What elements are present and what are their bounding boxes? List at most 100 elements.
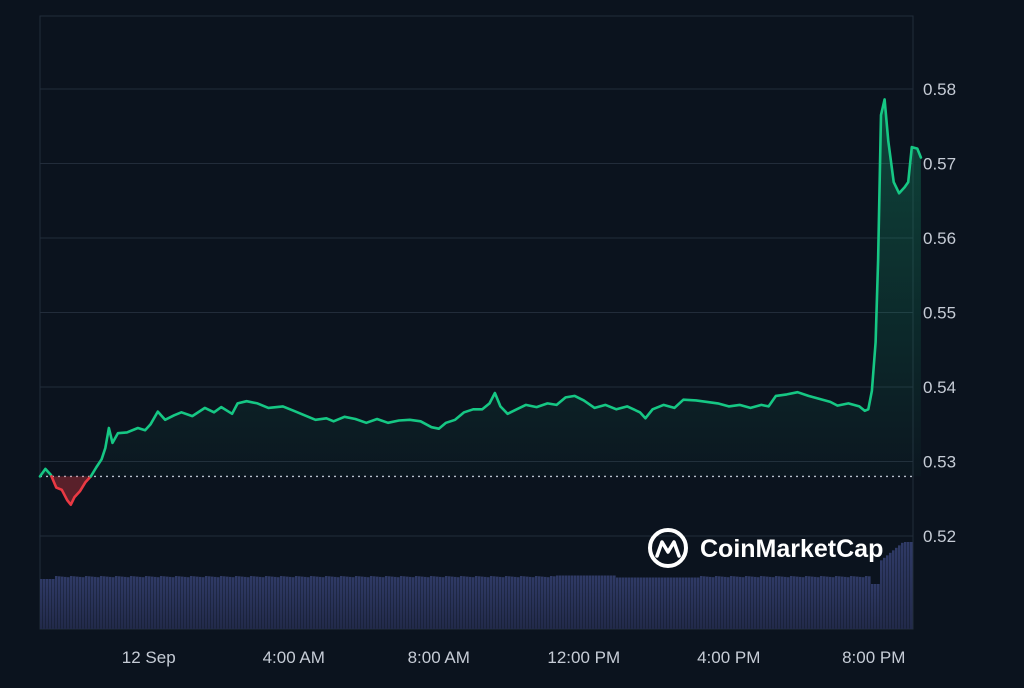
- volume-bar-184: [592, 575, 595, 629]
- volume-bar-139: [457, 577, 460, 629]
- volume-bar-288: [904, 542, 907, 629]
- volume-bar-179: [577, 575, 580, 629]
- volume-bar-73: [259, 576, 262, 629]
- volume-bar-290: [910, 542, 913, 629]
- volume-bar-254: [802, 577, 805, 629]
- volume-bar-164: [532, 577, 535, 629]
- volume-bar-273: [859, 576, 862, 629]
- volume-bar-64: [232, 577, 235, 629]
- volume-bar-38: [154, 576, 157, 629]
- volume-bar-131: [433, 576, 436, 629]
- y-tick-label-4: 0.56: [923, 229, 956, 248]
- volume-bar-238: [754, 576, 757, 629]
- volume-bar-286: [898, 545, 901, 629]
- volume-bar-53: [199, 576, 202, 629]
- x-tick-label-1: 4:00 AM: [263, 648, 325, 667]
- volume-bar-162: [526, 576, 529, 629]
- volume-bar-146: [478, 576, 481, 629]
- volume-bar-220: [700, 576, 703, 629]
- volume-bar-259: [817, 577, 820, 629]
- volume-bar-5: [55, 576, 58, 629]
- volume-bar-129: [427, 577, 430, 629]
- volume-bar-40: [160, 576, 163, 629]
- volume-bar-253: [799, 576, 802, 629]
- volume-bar-230: [730, 576, 733, 629]
- volume-bar-160: [520, 576, 523, 629]
- volume-bar-180: [580, 575, 583, 629]
- volume-bar-16: [88, 576, 91, 629]
- volume-bar-143: [469, 576, 472, 629]
- volume-bar-168: [544, 576, 547, 629]
- y-tick-label-6: 0.58: [923, 80, 956, 99]
- volume-bar-33: [139, 576, 142, 629]
- volume-bar-24: [112, 577, 115, 629]
- volume-bars: [40, 542, 913, 629]
- volume-bar-269: [847, 577, 850, 629]
- volume-bar-56: [208, 576, 211, 629]
- volume-bar-134: [442, 577, 445, 629]
- volume-bar-224: [712, 577, 715, 629]
- volume-bar-201: [643, 577, 646, 629]
- volume-bar-280: [880, 560, 883, 629]
- volume-bar-174: [562, 575, 565, 629]
- volume-bar-2: [46, 579, 49, 629]
- volume-bar-226: [718, 576, 721, 629]
- volume-bar-62: [226, 576, 229, 629]
- volume-bar-219: [697, 577, 700, 629]
- volume-bar-194: [622, 577, 625, 629]
- volume-bar-66: [238, 576, 241, 629]
- volume-bar-133: [439, 576, 442, 629]
- price-line-segment-1[interactable]: [50, 475, 93, 506]
- volume-bar-223: [709, 576, 712, 629]
- volume-bar-55: [205, 576, 208, 629]
- volume-bar-276: [868, 576, 871, 629]
- volume-bar-190: [610, 575, 613, 629]
- volume-bar-235: [745, 576, 748, 629]
- volume-bar-37: [151, 576, 154, 629]
- price-area-segment-1: [51, 476, 91, 505]
- volume-bar-90: [310, 576, 313, 629]
- volume-bar-47: [181, 576, 184, 629]
- volume-bar-170: [550, 576, 553, 629]
- volume-bar-100: [340, 576, 343, 629]
- volume-bar-87: [301, 576, 304, 629]
- volume-bar-130: [430, 576, 433, 629]
- volume-bar-4: [52, 579, 55, 629]
- volume-bar-83: [289, 576, 292, 629]
- volume-bar-271: [853, 576, 856, 629]
- volume-bar-70: [250, 576, 253, 629]
- coinmarketcap-watermark: CoinMarketCap: [648, 528, 883, 568]
- volume-bar-108: [364, 576, 367, 629]
- volume-bar-22: [106, 576, 109, 629]
- volume-bar-270: [850, 576, 853, 629]
- volume-bar-106: [358, 576, 361, 629]
- price-lines[interactable]: [38, 98, 923, 506]
- volume-bar-124: [412, 577, 415, 629]
- x-tick-label-0: 12 Sep: [122, 648, 176, 667]
- volume-bar-149: [487, 577, 490, 629]
- volume-bar-173: [559, 575, 562, 629]
- volume-bar-67: [241, 576, 244, 629]
- price-line-segment-2[interactable]: [89, 98, 923, 478]
- volume-bar-127: [421, 576, 424, 629]
- y-axis: 0.52 0.53 0.54 0.55 0.56 0.57 0.58: [923, 80, 956, 546]
- volume-bar-17: [91, 576, 94, 629]
- price-area-segment-2: [90, 99, 921, 477]
- volume-bar-107: [361, 576, 364, 629]
- volume-bar-247: [781, 576, 784, 629]
- volume-bar-213: [679, 577, 682, 629]
- volume-bar-102: [346, 576, 349, 629]
- volume-bar-8: [64, 576, 67, 629]
- volume-bar-93: [319, 576, 322, 629]
- volume-bar-43: [169, 576, 172, 629]
- volume-bar-52: [196, 576, 199, 629]
- volume-bar-266: [838, 576, 841, 629]
- coinmarketcap-logo-icon: [648, 528, 688, 568]
- volume-bar-278: [874, 584, 877, 629]
- volume-bar-249: [787, 577, 790, 629]
- volume-bar-1: [43, 579, 46, 629]
- volume-bar-222: [706, 576, 709, 629]
- volume-bar-45: [175, 576, 178, 629]
